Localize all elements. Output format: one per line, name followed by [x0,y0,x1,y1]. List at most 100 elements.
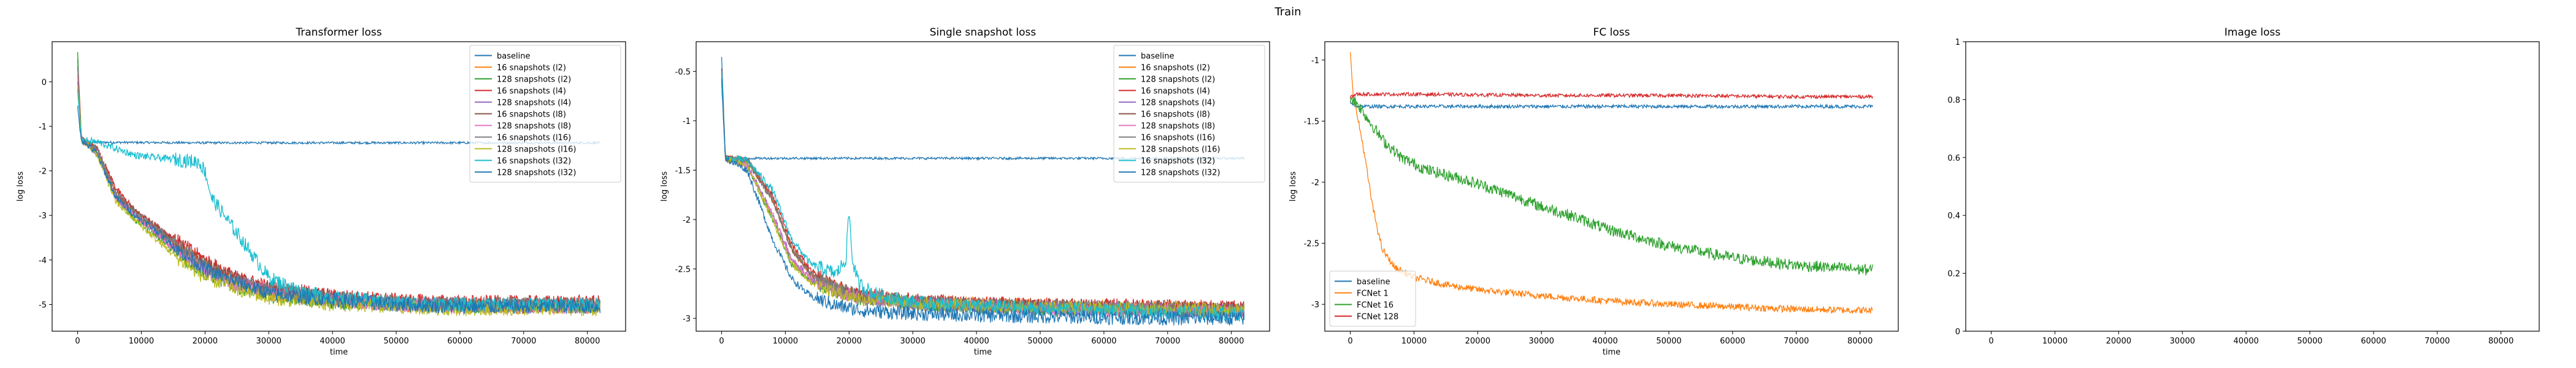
y-tick-label: -3 [39,212,47,221]
x-tick-label: 10000 [773,337,798,346]
series-line [77,89,601,313]
x-tick-label: 50000 [383,337,408,346]
series-line [1349,91,1874,100]
x-tick-label: 30000 [2170,337,2195,346]
series-line [1349,96,1874,276]
x-axis-label: time [330,348,348,357]
legend-label: 16 snapshots (l16) [497,134,571,143]
legend-frame [1329,270,1416,327]
x-tick-label: 80000 [2488,337,2513,346]
y-tick-label: -1.5 [1304,117,1319,126]
legend-label: 16 snapshots (l2) [1141,64,1210,73]
x-tick-label: 80000 [575,337,600,346]
x-tick-label: 70000 [511,337,536,346]
legend-label: 128 snapshots (l16) [497,145,576,155]
x-tick-label: 40000 [1592,337,1617,346]
series-line [721,74,1245,322]
legend-label: baseline [1141,52,1174,61]
axes-frame [1324,41,1899,332]
chart-title: FC loss [1593,26,1630,39]
y-tick-label: -3 [1311,301,1319,310]
x-tick-label: 10000 [1401,337,1427,346]
x-tick-label: 20000 [837,337,862,346]
legend-label: 16 snapshots (l8) [1141,110,1210,120]
series-line [721,79,1245,326]
x-tick-label: 60000 [1720,337,1745,346]
legend-label: 16 snapshots (l16) [1141,134,1215,143]
x-tick-label: 80000 [1847,337,1873,346]
x-tick-label: 10000 [2042,337,2068,346]
chart-panel: Single snapshot loss 0 10000 20000 30000 4000… [660,26,1270,357]
x-tick-label: 20000 [1465,337,1490,346]
legend-frame [1113,45,1265,183]
x-tick-label: 0 [75,337,80,346]
x-tick-label: 70000 [1784,337,1809,346]
x-tick-label: 0 [719,337,724,346]
y-tick-label: 0 [42,78,47,87]
y-tick-label: -3 [683,315,691,324]
y-tick-label: -2 [683,216,691,225]
y-axis-label: log loss [1289,171,1298,201]
legend-label: 128 snapshots (l8) [497,122,571,131]
x-tick-label: 40000 [964,337,989,346]
x-tick-label: 0 [1988,337,1993,346]
legend-label: 128 snapshots (l8) [1141,122,1215,131]
x-tick-label: 40000 [2233,337,2258,346]
x-tick-label: 30000 [900,337,926,346]
x-tick-label: 50000 [1027,337,1052,346]
legend: baseline 16 snapshots (l2) 128 snapshots (… [1113,45,1265,183]
x-tick-label: 70000 [1155,337,1180,346]
y-tick-label: 0.2 [1947,270,1960,279]
legend: baseline FCNet 1 FCNet 16 FCNet 128 [1329,270,1416,327]
y-tick-label: 0.8 [1947,96,1960,105]
legend-label: 16 snapshots (l8) [497,110,566,120]
y-tick-label: -1 [39,123,47,132]
x-tick-label: 30000 [256,337,282,346]
legend-label: FCNet 128 [1357,313,1398,322]
y-tick-label: -5 [39,301,47,310]
x-tick-label: 40000 [320,337,345,346]
x-tick-label: 60000 [1091,337,1116,346]
legend-label: FCNet 16 [1357,301,1393,310]
legend-label: 128 snapshots (l2) [497,75,571,85]
y-tick-label: -4 [39,256,47,266]
y-tick-label: -2 [39,167,47,177]
x-tick-label: 60000 [2361,337,2386,346]
series-group [1349,52,1874,315]
y-tick-label: 0 [1955,328,1960,337]
legend-label: FCNet 1 [1357,289,1389,299]
series-line [77,65,601,315]
x-tick-label: 20000 [2106,337,2131,346]
legend-label: 16 snapshots (l2) [497,64,566,73]
chart-title: Image loss [2225,26,2281,39]
legend-label: 16 snapshots (l32) [1141,157,1215,166]
chart-panel: Transformer loss 0 10000 20000 30000 40000 500… [16,26,626,357]
legend-label: 128 snapshots (l4) [497,99,571,108]
axes-frame [52,41,626,332]
y-tick-label: -0.5 [675,67,691,77]
y-tick-label: -1.5 [675,166,691,175]
x-tick-label: 70000 [2425,337,2450,346]
legend-label: baseline [497,52,530,61]
legend: baseline 16 snapshots (l2) 128 snapshots (… [469,45,621,183]
series-line [1349,101,1873,110]
y-tick-label: -1 [683,117,691,126]
x-tick-label: 20000 [193,337,218,346]
x-tick-label: 30000 [1529,337,1554,346]
legend-label: 16 snapshots (l4) [1141,87,1210,96]
y-tick-label: -2.5 [1304,240,1319,249]
x-axis-label: time [1603,348,1620,357]
x-tick-label: 50000 [1656,337,1681,346]
axes-frame [696,41,1270,332]
y-axis-label: log loss [660,171,669,201]
y-tick-label: -2 [1311,178,1319,188]
series-group [77,52,601,316]
y-tick-label: 0.6 [1947,154,1960,163]
y-tick-label: 1 [1955,38,1960,47]
x-tick-label: 10000 [129,337,154,346]
y-axis-label: log loss [16,171,25,201]
legend-label: baseline [1357,278,1390,287]
series-line [721,73,1245,316]
